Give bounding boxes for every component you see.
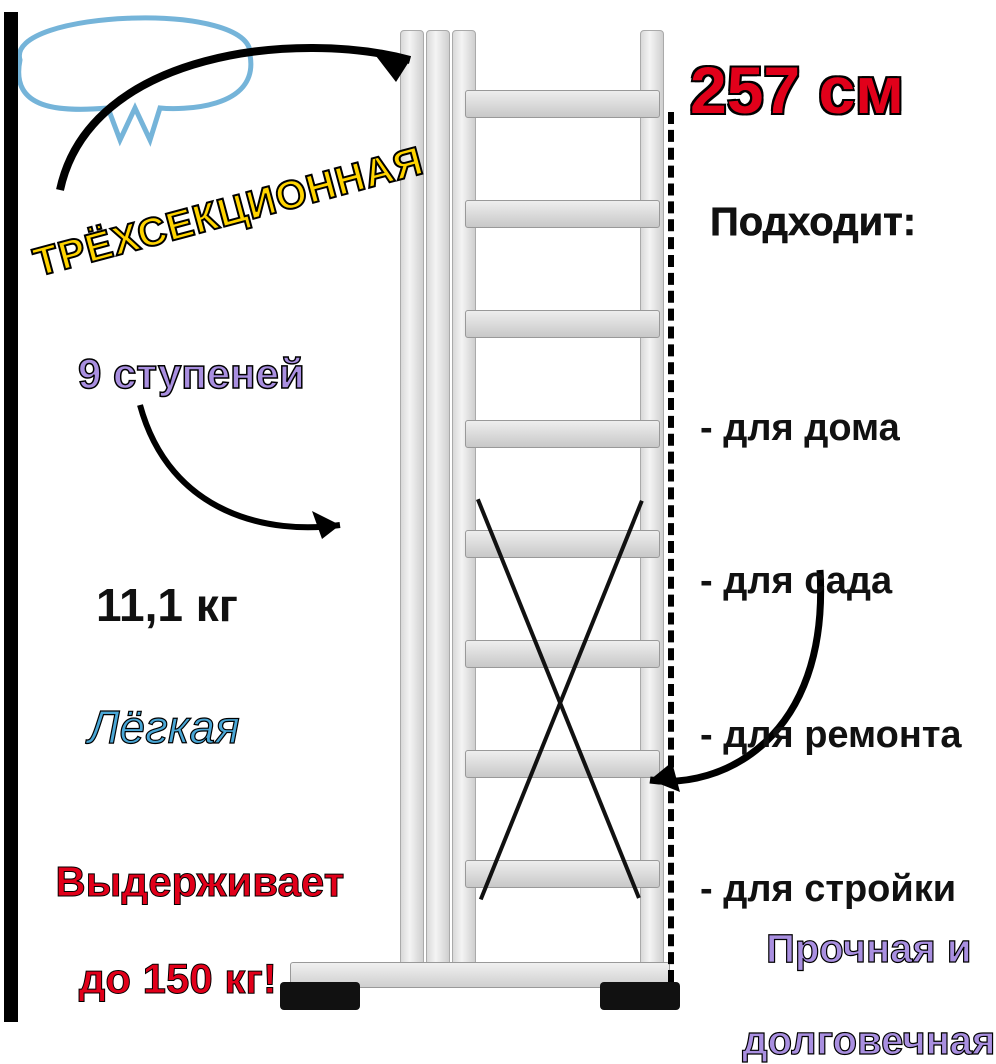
- light-label: Лёгкая: [88, 700, 240, 754]
- fits-item: - для ремонта: [700, 710, 962, 761]
- fits-header: Подходит:: [710, 200, 916, 245]
- measure-dash-line: [668, 112, 674, 982]
- fits-list: - для дома - для сада - для ремонта - дл…: [700, 300, 962, 967]
- height-cm-label: 257 см: [690, 52, 904, 128]
- load-label: Выдерживает до 150 кг!: [32, 810, 344, 1003]
- fits-item: - для дома: [700, 403, 962, 454]
- load-line1: Выдерживает: [55, 858, 344, 905]
- durable-line2: долговечная: [742, 1019, 995, 1063]
- steps-label: 9 ступеней: [78, 350, 305, 398]
- fits-item: - для сада: [700, 556, 962, 607]
- durable-label: Прочная и долговечная: [720, 880, 995, 1064]
- arrow-steps: [130, 395, 360, 565]
- durable-line1: Прочная и: [766, 927, 971, 971]
- load-line2: до 150 кг!: [79, 955, 277, 1002]
- left-border-bar: [4, 12, 18, 1022]
- weight-value: 11,1 кг: [96, 578, 238, 632]
